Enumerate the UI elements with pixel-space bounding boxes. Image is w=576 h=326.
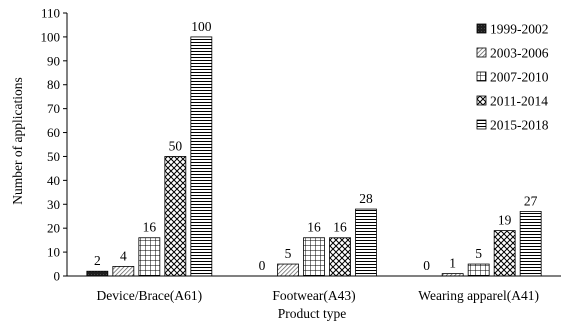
data-label: 5: [285, 246, 292, 261]
legend-swatch: [476, 47, 487, 58]
data-label: 0: [423, 258, 430, 273]
legend-label: 2003-2006: [490, 46, 549, 61]
bar-2011-2014-3: [493, 230, 516, 277]
data-label: 1: [449, 256, 456, 271]
y-tick-label: 80: [47, 77, 60, 92]
data-label: 19: [498, 213, 512, 228]
y-axis-title: Number of applications: [10, 77, 25, 204]
data-label: 27: [524, 193, 538, 208]
y-tick-label: 40: [47, 173, 60, 188]
legend-label: 2015-2018: [490, 118, 549, 133]
bar-1999-2002-1: [86, 270, 109, 277]
data-label: 16: [143, 220, 157, 235]
bar-2003-2006-1: [112, 266, 135, 277]
bar-2015-2018-1: [190, 36, 213, 277]
data-label: 100: [191, 19, 212, 34]
y-tick-label: 90: [47, 53, 60, 68]
y-tick-label: 10: [47, 245, 60, 260]
y-tick-label: 70: [47, 101, 60, 116]
y-tick-label: 20: [47, 221, 60, 236]
bar-2007-2010-3: [467, 263, 490, 277]
x-category-label: Footwear(A43): [272, 288, 355, 303]
legend-swatch: [476, 71, 487, 82]
legend-swatch: [476, 119, 487, 130]
y-tick-label: 30: [47, 197, 60, 212]
data-label: 5: [475, 246, 482, 261]
y-tick-label: 100: [41, 29, 61, 44]
data-label: 0: [259, 258, 266, 273]
legend-swatch: [476, 95, 487, 106]
legend-label: 1999-2002: [490, 22, 549, 37]
bar-2007-2010-1: [138, 237, 161, 277]
x-axis-title: Product type: [278, 306, 347, 321]
y-tick-label: 60: [47, 125, 60, 140]
bar-2003-2006-2: [277, 263, 299, 277]
x-category-label: Device/Brace(A61): [96, 288, 202, 303]
data-label: 50: [169, 138, 183, 153]
bar-2015-2018-2: [355, 208, 377, 277]
bar-2011-2014-1: [164, 156, 187, 277]
bar-2011-2014-2: [329, 237, 351, 277]
x-category-label: Wearing apparel(A41): [418, 288, 539, 303]
y-tick-label: 50: [47, 149, 60, 164]
y-tick-label: 110: [41, 6, 60, 21]
legend-label: 2007-2010: [490, 70, 549, 85]
data-label: 2: [94, 253, 101, 268]
legend-label: 2011-2014: [490, 94, 548, 109]
data-label: 4: [120, 248, 127, 263]
bar-2015-2018-3: [519, 211, 542, 277]
legend-swatch: [476, 23, 487, 34]
data-label: 28: [359, 191, 373, 206]
y-tick-label: 0: [54, 269, 61, 284]
data-label: 16: [307, 220, 321, 235]
bar-2007-2010-2: [303, 237, 325, 277]
data-label: 16: [333, 220, 347, 235]
